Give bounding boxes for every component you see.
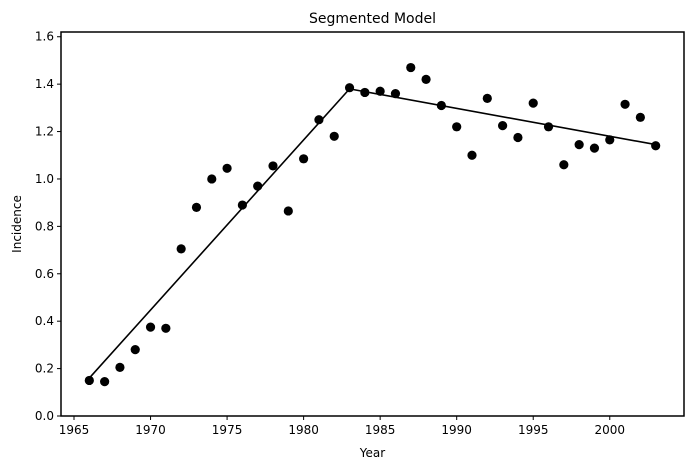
x-tick-label: 1965: [59, 423, 90, 437]
y-tick-label: 1.6: [35, 30, 54, 44]
x-tick-label: 1970: [135, 423, 166, 437]
points-layer: [84, 62, 661, 387]
data-point: [100, 377, 110, 387]
x-tick-label: 1985: [365, 423, 396, 437]
y-axis-ticks: 0.0 0.2 0.4 0.6 0.8 1.0 1.2 1.4 1.6: [35, 30, 61, 423]
chart-title: Segmented Model: [309, 11, 436, 27]
data-point: [115, 362, 125, 373]
data-point: [406, 62, 416, 73]
data-point: [191, 202, 202, 213]
data-point: [390, 89, 401, 99]
data-point: [528, 98, 538, 108]
data-point: [161, 323, 171, 333]
data-point: [344, 83, 355, 93]
data-point: [421, 74, 431, 85]
data-point: [145, 322, 156, 332]
data-point: [559, 160, 569, 170]
y-tick-label: 0.8: [35, 219, 54, 233]
x-axis-label: Year: [359, 446, 385, 460]
data-point: [314, 115, 324, 125]
data-point: [207, 174, 217, 184]
y-tick-label: 1.0: [35, 172, 54, 186]
data-point: [452, 122, 462, 132]
y-tick-label: 1.2: [35, 125, 54, 139]
y-tick-label: 0.2: [35, 362, 54, 376]
y-tick-label: 0.4: [35, 314, 54, 328]
data-point: [589, 143, 600, 153]
data-point: [436, 100, 446, 111]
axes-frame: [60, 31, 685, 417]
x-axis-ticks: 1965 1970 1975 1980 1985 1990 1995 2000: [59, 416, 625, 437]
data-point: [84, 375, 94, 386]
y-tick-label: 0.6: [35, 267, 54, 281]
data-point: [635, 112, 645, 122]
data-point: [130, 345, 140, 355]
data-point: [360, 87, 370, 98]
data-point: [605, 135, 615, 145]
data-point: [253, 181, 263, 191]
data-point: [375, 86, 385, 96]
y-axis-label: Incidence: [10, 195, 24, 253]
data-point: [498, 121, 508, 131]
data-point: [268, 161, 278, 171]
data-point: [482, 93, 492, 103]
data-point: [299, 154, 309, 164]
data-point: [513, 132, 523, 143]
x-tick-label: 1980: [288, 423, 319, 437]
data-point: [651, 141, 661, 151]
x-tick-label: 1975: [212, 423, 243, 437]
data-point: [237, 200, 247, 210]
data-point: [620, 99, 630, 109]
y-tick-label: 0.0: [35, 409, 54, 423]
x-tick-label: 1995: [518, 423, 549, 437]
data-point: [329, 131, 339, 141]
data-point: [176, 244, 186, 254]
x-tick-label: 1990: [441, 423, 472, 437]
data-point: [574, 139, 584, 150]
y-tick-label: 1.4: [35, 77, 54, 91]
data-point: [222, 163, 232, 173]
data-point: [543, 122, 554, 132]
data-point: [467, 150, 477, 160]
plot-area: [60, 31, 685, 417]
x-tick-label: 2000: [594, 423, 625, 437]
data-point: [283, 206, 293, 216]
